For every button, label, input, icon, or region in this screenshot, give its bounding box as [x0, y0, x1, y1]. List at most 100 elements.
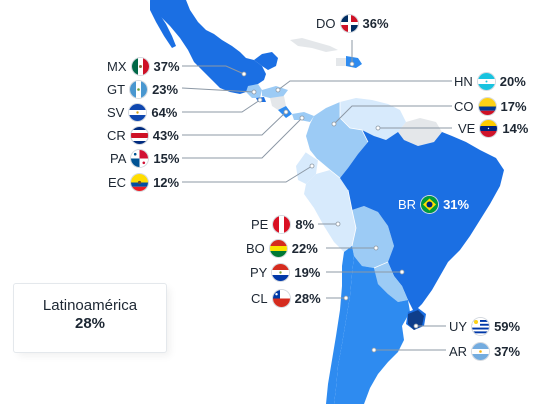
country-shape-mx-baja: [150, 0, 176, 48]
country-shape-ve[interactable]: [340, 98, 406, 140]
country-shape-co[interactable]: [306, 102, 368, 178]
leader-line-mx: [182, 65, 245, 75]
country-shape-do[interactable]: [346, 56, 362, 68]
nodata-shape-guyanas: [398, 118, 442, 146]
flag-cl-icon: [272, 289, 290, 307]
country-label-pe[interactable]: PE 8%: [251, 215, 314, 233]
country-label-uy[interactable]: UY 59%: [449, 317, 520, 335]
country-code: VE: [458, 120, 476, 136]
country-code: DO: [316, 15, 336, 31]
country-label-ar[interactable]: AR 37%: [449, 342, 520, 360]
country-value: 37%: [153, 58, 180, 74]
country-label-br[interactable]: BR 31%: [398, 196, 469, 213]
leader-dots: [241, 61, 419, 353]
flag-mx-icon: [131, 57, 149, 75]
leader-line-ec: [182, 165, 313, 183]
country-value: 28%: [294, 290, 321, 306]
country-value: 37%: [494, 343, 521, 359]
leader-line-sv: [182, 99, 261, 113]
flag-ec-icon: [131, 173, 149, 191]
country-code: PY: [250, 264, 268, 280]
flag-pa-icon: [131, 149, 149, 167]
country-label-pa[interactable]: PA 15%: [110, 149, 179, 167]
country-value: 59%: [494, 318, 521, 334]
country-code: BO: [246, 240, 265, 256]
country-shape-ec[interactable]: [296, 152, 318, 184]
country-code: MX: [107, 58, 127, 74]
country-value: 22%: [291, 240, 318, 256]
country-code: UY: [449, 318, 468, 334]
country-label-py[interactable]: PY 19%: [250, 263, 320, 281]
country-label-cr[interactable]: CR 43%: [107, 126, 179, 144]
flag-gt-icon: [130, 80, 148, 98]
leader-line-cr: [182, 111, 287, 136]
country-code: SV: [107, 104, 125, 120]
country-shape-pe[interactable]: [304, 170, 356, 252]
country-code: CR: [107, 127, 126, 143]
flag-hn-icon: [477, 72, 495, 90]
leader-lines: [181, 40, 452, 351]
country-shape-mx-yucatan: [254, 52, 278, 70]
country-label-bo[interactable]: BO 22%: [246, 239, 318, 257]
country-shape-cl[interactable]: [326, 246, 354, 404]
summary-region: Latinoamérica: [42, 297, 138, 314]
country-label-cl[interactable]: CL 28%: [251, 289, 321, 307]
country-code: CL: [251, 290, 268, 306]
flag-pe-icon: [273, 215, 291, 233]
country-value: 8%: [295, 216, 315, 232]
country-value: 17%: [500, 98, 527, 114]
country-value: 14%: [502, 120, 529, 136]
flag-bo-icon: [269, 239, 287, 257]
country-value: 12%: [153, 174, 180, 190]
leader-line-gt: [181, 87, 255, 93]
country-code: HN: [454, 73, 473, 89]
country-value: 31%: [443, 197, 470, 212]
leader-line-co: [333, 105, 452, 125]
country-label-gt[interactable]: GT 23%: [107, 80, 178, 98]
country-code: CO: [454, 98, 474, 114]
flag-cr-icon: [130, 126, 148, 144]
country-borders: [305, 102, 389, 269]
flag-sv-icon: [129, 103, 147, 121]
country-value: 43%: [152, 127, 179, 143]
country-shape-uy-dark: [408, 310, 424, 330]
country-label-hn[interactable]: HN 20%: [454, 72, 526, 90]
summary-value: 28%: [74, 315, 106, 332]
country-code: GT: [107, 81, 126, 97]
country-label-sv[interactable]: SV 64%: [107, 103, 177, 121]
nodata-shape-haiti: [336, 58, 346, 66]
leader-line-hn: [277, 80, 452, 91]
country-code: EC: [108, 174, 127, 190]
country-value: 19%: [294, 264, 321, 280]
flag-py-icon: [272, 263, 290, 281]
flag-do-icon: [340, 14, 358, 32]
country-value: 36%: [362, 15, 389, 31]
country-shape-ar[interactable]: [334, 256, 410, 404]
country-code: PE: [251, 216, 269, 232]
country-label-ec[interactable]: EC 12%: [108, 173, 179, 191]
country-label-mx[interactable]: MX 37%: [107, 57, 180, 75]
country-value: 20%: [499, 73, 526, 89]
country-label-do[interactable]: DO 36%: [316, 14, 389, 32]
country-value: 23%: [152, 81, 179, 97]
flag-ve-icon: [480, 119, 498, 137]
country-shape-hn[interactable]: [262, 86, 288, 98]
nodata-shape-nicaragua: [270, 96, 286, 110]
country-label-co[interactable]: CO 17%: [454, 97, 527, 115]
summary-box: Latinoamérica 28%: [14, 284, 166, 352]
flag-uy-icon: [472, 317, 490, 335]
country-code: PA: [110, 150, 127, 166]
nodata-shape-cuba: [290, 38, 338, 52]
country-code: AR: [449, 343, 468, 359]
country-shape-bo[interactable]: [352, 206, 394, 268]
country-value: 15%: [153, 150, 180, 166]
leader-line-pa: [182, 117, 303, 159]
flag-ar-icon: [472, 342, 490, 360]
flag-br-icon: [421, 196, 439, 213]
flag-co-icon: [478, 97, 496, 115]
country-shape-br[interactable]: [340, 130, 504, 312]
country-value: 64%: [151, 104, 178, 120]
country-code: BR: [398, 197, 417, 212]
country-label-ve[interactable]: VE 14%: [458, 119, 528, 137]
